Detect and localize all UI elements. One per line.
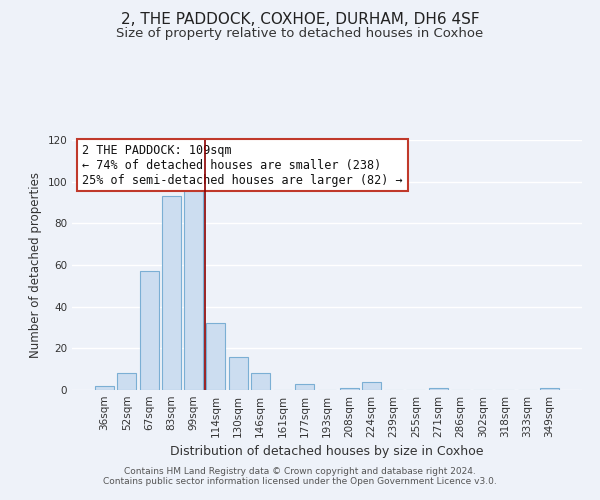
- Bar: [340, 388, 359, 390]
- Text: Contains public sector information licensed under the Open Government Licence v3: Contains public sector information licen…: [103, 477, 497, 486]
- Text: 2, THE PADDOCK, COXHOE, DURHAM, DH6 4SF: 2, THE PADDOCK, COXHOE, DURHAM, DH6 4SF: [121, 12, 479, 28]
- Bar: [540, 388, 559, 390]
- Y-axis label: Number of detached properties: Number of detached properties: [29, 172, 42, 358]
- Bar: [362, 382, 381, 390]
- Bar: [95, 386, 114, 390]
- Text: Contains HM Land Registry data © Crown copyright and database right 2024.: Contains HM Land Registry data © Crown c…: [124, 467, 476, 476]
- Bar: [184, 190, 203, 390]
- Bar: [162, 196, 181, 390]
- Bar: [251, 374, 270, 390]
- Bar: [295, 384, 314, 390]
- Bar: [140, 271, 158, 390]
- Bar: [429, 388, 448, 390]
- X-axis label: Distribution of detached houses by size in Coxhoe: Distribution of detached houses by size …: [170, 446, 484, 458]
- Bar: [206, 324, 225, 390]
- Text: Size of property relative to detached houses in Coxhoe: Size of property relative to detached ho…: [116, 28, 484, 40]
- Text: 2 THE PADDOCK: 109sqm
← 74% of detached houses are smaller (238)
25% of semi-det: 2 THE PADDOCK: 109sqm ← 74% of detached …: [82, 144, 403, 186]
- Bar: [229, 356, 248, 390]
- Bar: [118, 374, 136, 390]
